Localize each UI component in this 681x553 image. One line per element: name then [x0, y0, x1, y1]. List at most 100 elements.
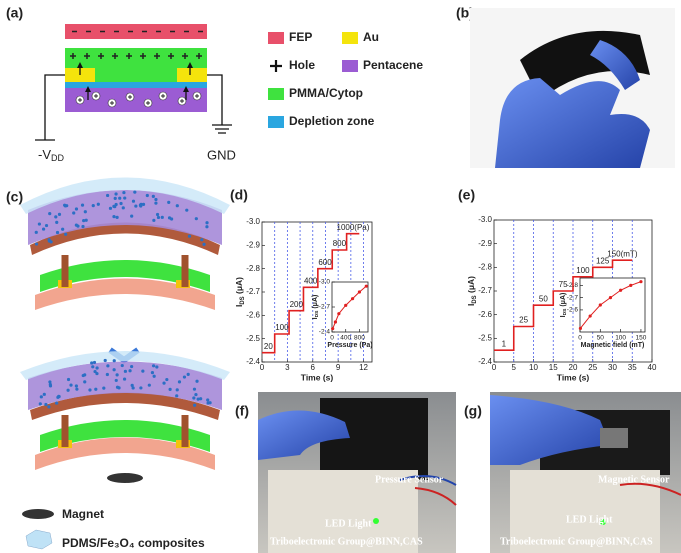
particle	[91, 365, 95, 369]
particle	[193, 403, 197, 407]
particle	[194, 392, 198, 397]
particle	[202, 242, 206, 246]
y-axis-label: IDS (μA)	[234, 277, 245, 307]
particle	[37, 222, 41, 226]
annotation: 600	[318, 258, 332, 267]
y-tick-label: -2.5	[478, 333, 492, 342]
particle	[155, 212, 160, 217]
panel-label: (a)	[6, 5, 23, 21]
data-point	[619, 288, 623, 292]
text: DD	[51, 153, 64, 163]
legend-swatch	[268, 88, 284, 100]
particle	[96, 202, 100, 206]
annotation: 100	[275, 323, 289, 332]
y-tick-label: -2.5	[246, 334, 260, 343]
x-tick-label: 35	[628, 363, 637, 372]
particle	[114, 192, 118, 196]
particle	[83, 210, 87, 214]
particle	[123, 196, 127, 200]
particle	[151, 364, 156, 368]
y-tick-label: -2.6	[567, 307, 579, 314]
text: I	[466, 304, 476, 306]
legend-swatch	[342, 60, 358, 72]
annotation: 100	[576, 266, 590, 275]
photo-caption: Triboelectronic Group@BINN,CAS	[270, 536, 423, 547]
y-tick-label: -2.4	[246, 357, 260, 366]
ground-label: GND	[207, 147, 236, 162]
particle	[130, 383, 134, 387]
panel-label: (c)	[6, 189, 23, 205]
data-point	[639, 280, 643, 284]
y-tick-label: -2.7	[567, 294, 579, 301]
particle	[83, 380, 87, 384]
particle	[147, 383, 151, 387]
data-point	[608, 296, 613, 300]
particle	[83, 373, 87, 377]
particle	[55, 220, 59, 224]
particle	[95, 371, 99, 376]
text: (μA)	[312, 295, 319, 311]
particle	[192, 396, 196, 400]
y-tick-label: -2.7	[319, 304, 331, 311]
photo-caption: LED Light	[566, 514, 613, 525]
particle	[175, 394, 179, 398]
plot-area	[579, 277, 646, 333]
x-axis-label: Time (s)	[301, 372, 334, 382]
text: (μA)	[560, 293, 567, 309]
particle	[162, 381, 166, 385]
data-point	[588, 314, 592, 318]
data-point	[331, 327, 335, 331]
particle	[206, 401, 210, 405]
particle	[115, 373, 119, 377]
text: I	[234, 305, 244, 307]
particle	[121, 206, 125, 210]
particle	[90, 361, 94, 365]
particle	[48, 384, 53, 388]
photo-caption: LED Light	[325, 518, 372, 529]
particle	[205, 221, 209, 225]
x-tick-label: 150	[636, 335, 647, 342]
particle	[106, 364, 110, 368]
y-tick-label: -2.6	[478, 310, 492, 319]
y-tick-label: -3.0	[246, 217, 260, 226]
particle	[61, 227, 65, 231]
particle	[112, 204, 116, 208]
data-point	[578, 326, 583, 330]
legend-label: PDMS/Fe₃O₄ composites	[62, 536, 205, 550]
text: DS	[240, 296, 246, 304]
photo	[470, 8, 675, 168]
legend-label: Au	[363, 30, 379, 44]
particle	[75, 387, 79, 391]
particle	[192, 387, 197, 391]
particle	[84, 218, 88, 222]
y-tick-label: -3.0	[319, 279, 331, 286]
text: DS	[562, 308, 568, 316]
particle	[106, 193, 110, 198]
y-tick-label: -2.8	[567, 282, 579, 289]
x-axis-label: Pressure (Pa)	[327, 342, 372, 349]
x-tick-label: 100	[615, 335, 626, 342]
text: (μA)	[466, 276, 476, 296]
particle	[64, 232, 68, 236]
particle	[48, 212, 52, 216]
panel-label: (f)	[235, 403, 249, 419]
y-tick-label: -2.6	[246, 310, 260, 319]
particle	[122, 190, 126, 195]
particle	[54, 215, 58, 219]
particle	[55, 401, 59, 405]
particle	[112, 215, 116, 219]
particle	[49, 240, 53, 244]
y-tick-label: -2.8	[478, 262, 492, 271]
particle	[152, 374, 156, 378]
particle	[139, 386, 143, 390]
data-point	[357, 290, 362, 294]
annotation: 25	[519, 316, 528, 325]
x-tick-label: 25	[588, 363, 597, 372]
particle	[199, 397, 203, 401]
x-tick-label: 30	[608, 363, 617, 372]
particle	[48, 380, 52, 384]
data-point	[344, 303, 348, 307]
data-point	[337, 312, 341, 316]
particle	[91, 204, 95, 208]
